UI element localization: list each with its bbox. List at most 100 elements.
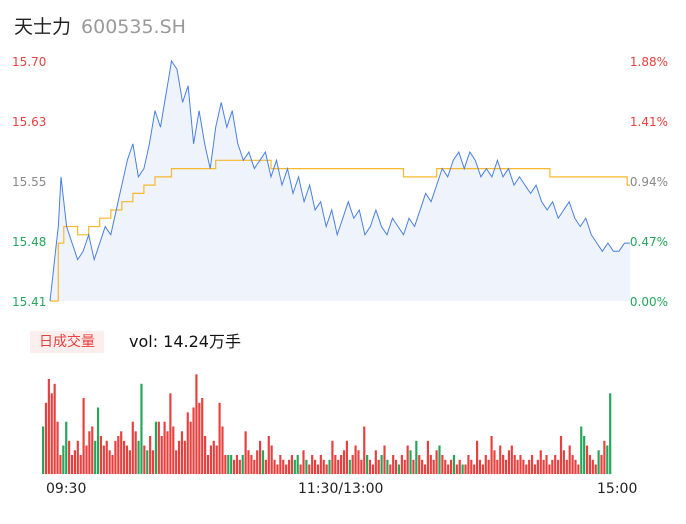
price-line bbox=[49, 59, 630, 302]
y-tick-right: 1.88% bbox=[630, 55, 668, 69]
volume-bar bbox=[218, 402, 221, 475]
volume-bar bbox=[363, 426, 366, 474]
volume-bar bbox=[238, 459, 241, 475]
volume-bar bbox=[44, 402, 48, 475]
volume-bar bbox=[134, 431, 137, 475]
volume-bar bbox=[241, 455, 244, 474]
volume-bar bbox=[481, 464, 484, 474]
volume-bar bbox=[377, 459, 380, 475]
volume-bar bbox=[548, 464, 551, 474]
volume-bar bbox=[426, 440, 429, 475]
volume-bar bbox=[96, 407, 100, 474]
volume-bar bbox=[175, 450, 178, 475]
volume-bar bbox=[476, 440, 479, 475]
volume-bar bbox=[108, 450, 111, 475]
volume-bar bbox=[383, 445, 386, 474]
volume-bar bbox=[198, 402, 201, 475]
volume-bar bbox=[91, 426, 94, 474]
volume-bar bbox=[50, 393, 53, 475]
volume-bar bbox=[160, 436, 163, 474]
volume-bar bbox=[276, 464, 279, 474]
volume-bar bbox=[499, 445, 502, 474]
volume-bar bbox=[516, 459, 519, 475]
y-tick-right: 0.47% bbox=[630, 235, 668, 249]
volume-bar bbox=[461, 464, 464, 474]
volume-bar bbox=[157, 421, 160, 474]
volume-bar bbox=[212, 440, 215, 475]
volume-bar bbox=[149, 436, 152, 474]
volume-bar bbox=[319, 455, 322, 474]
volume-bar bbox=[452, 455, 456, 474]
volume-bar bbox=[444, 459, 447, 475]
volume-bar bbox=[441, 455, 444, 474]
volume-bar bbox=[580, 426, 583, 474]
volume-bar bbox=[293, 459, 296, 475]
volume-bar bbox=[507, 450, 511, 475]
volume-bar bbox=[299, 464, 302, 474]
volume-bar bbox=[99, 436, 103, 474]
x-tick-open: 09:30 bbox=[46, 481, 87, 497]
volume-bar bbox=[345, 440, 348, 475]
volume-bar bbox=[530, 455, 534, 474]
volume-header: 日成交量 vol: 14.24万手 bbox=[30, 331, 241, 355]
volume-bar bbox=[412, 459, 415, 475]
volume-bar bbox=[394, 459, 398, 475]
volume-bar bbox=[458, 459, 461, 475]
volume-bar bbox=[368, 459, 372, 475]
volume-bar bbox=[603, 440, 606, 475]
volume-bar bbox=[131, 421, 134, 474]
y-tick-right: 0.94% bbox=[630, 175, 668, 189]
y-tick-right: 1.41% bbox=[630, 115, 668, 129]
volume-bar bbox=[65, 421, 68, 474]
volume-bar bbox=[296, 455, 299, 474]
volume-bar bbox=[513, 455, 516, 474]
y-tick-left: 15.48 bbox=[12, 235, 46, 249]
volume-bar bbox=[334, 455, 337, 474]
volume-bar bbox=[267, 436, 270, 474]
volume-bar bbox=[519, 455, 522, 474]
volume-bar bbox=[105, 440, 108, 475]
volume-bar bbox=[380, 455, 383, 474]
volume-bar bbox=[62, 445, 65, 474]
volume-bar bbox=[70, 455, 74, 474]
volume-bar bbox=[490, 436, 493, 474]
volume-bar bbox=[536, 459, 539, 475]
volume-bar bbox=[325, 464, 328, 474]
volume-bar bbox=[447, 464, 450, 474]
volume-bar bbox=[510, 445, 513, 474]
volume-bar bbox=[206, 455, 210, 474]
volume-bar bbox=[464, 464, 467, 474]
volume-bar bbox=[204, 436, 207, 474]
volume-bar bbox=[597, 450, 600, 475]
volume-bar bbox=[166, 431, 169, 475]
volume-bar bbox=[279, 455, 282, 474]
volume-bar bbox=[47, 379, 50, 474]
volume-bar bbox=[389, 464, 392, 474]
price-area bbox=[50, 61, 630, 301]
volume-bar bbox=[340, 455, 343, 474]
volume-bar bbox=[88, 431, 91, 475]
volume-bar bbox=[221, 426, 224, 474]
volume-bar bbox=[528, 459, 531, 475]
volume-bar bbox=[565, 459, 568, 475]
volume-bar bbox=[539, 450, 542, 475]
stock-code: 600535.SH bbox=[81, 16, 186, 38]
volume-bar bbox=[256, 450, 259, 475]
volume-bar bbox=[128, 450, 131, 475]
volume-bar bbox=[606, 445, 609, 474]
tab-daily-volume[interactable]: 日成交量 bbox=[30, 331, 104, 353]
volume-bar bbox=[400, 455, 403, 474]
volume-bar bbox=[551, 459, 554, 475]
volume-bar bbox=[192, 407, 195, 474]
volume-bar bbox=[305, 459, 308, 475]
volume-bar bbox=[261, 450, 265, 475]
volume-bar bbox=[311, 455, 314, 474]
volume-bar bbox=[559, 436, 563, 474]
volume-bar bbox=[533, 464, 537, 474]
volume-bar bbox=[438, 445, 441, 474]
volume-bar bbox=[435, 450, 438, 475]
volume-bar bbox=[392, 455, 395, 474]
volume-bar bbox=[285, 464, 288, 474]
volume-bar bbox=[82, 398, 85, 474]
volume-bar bbox=[470, 459, 473, 475]
